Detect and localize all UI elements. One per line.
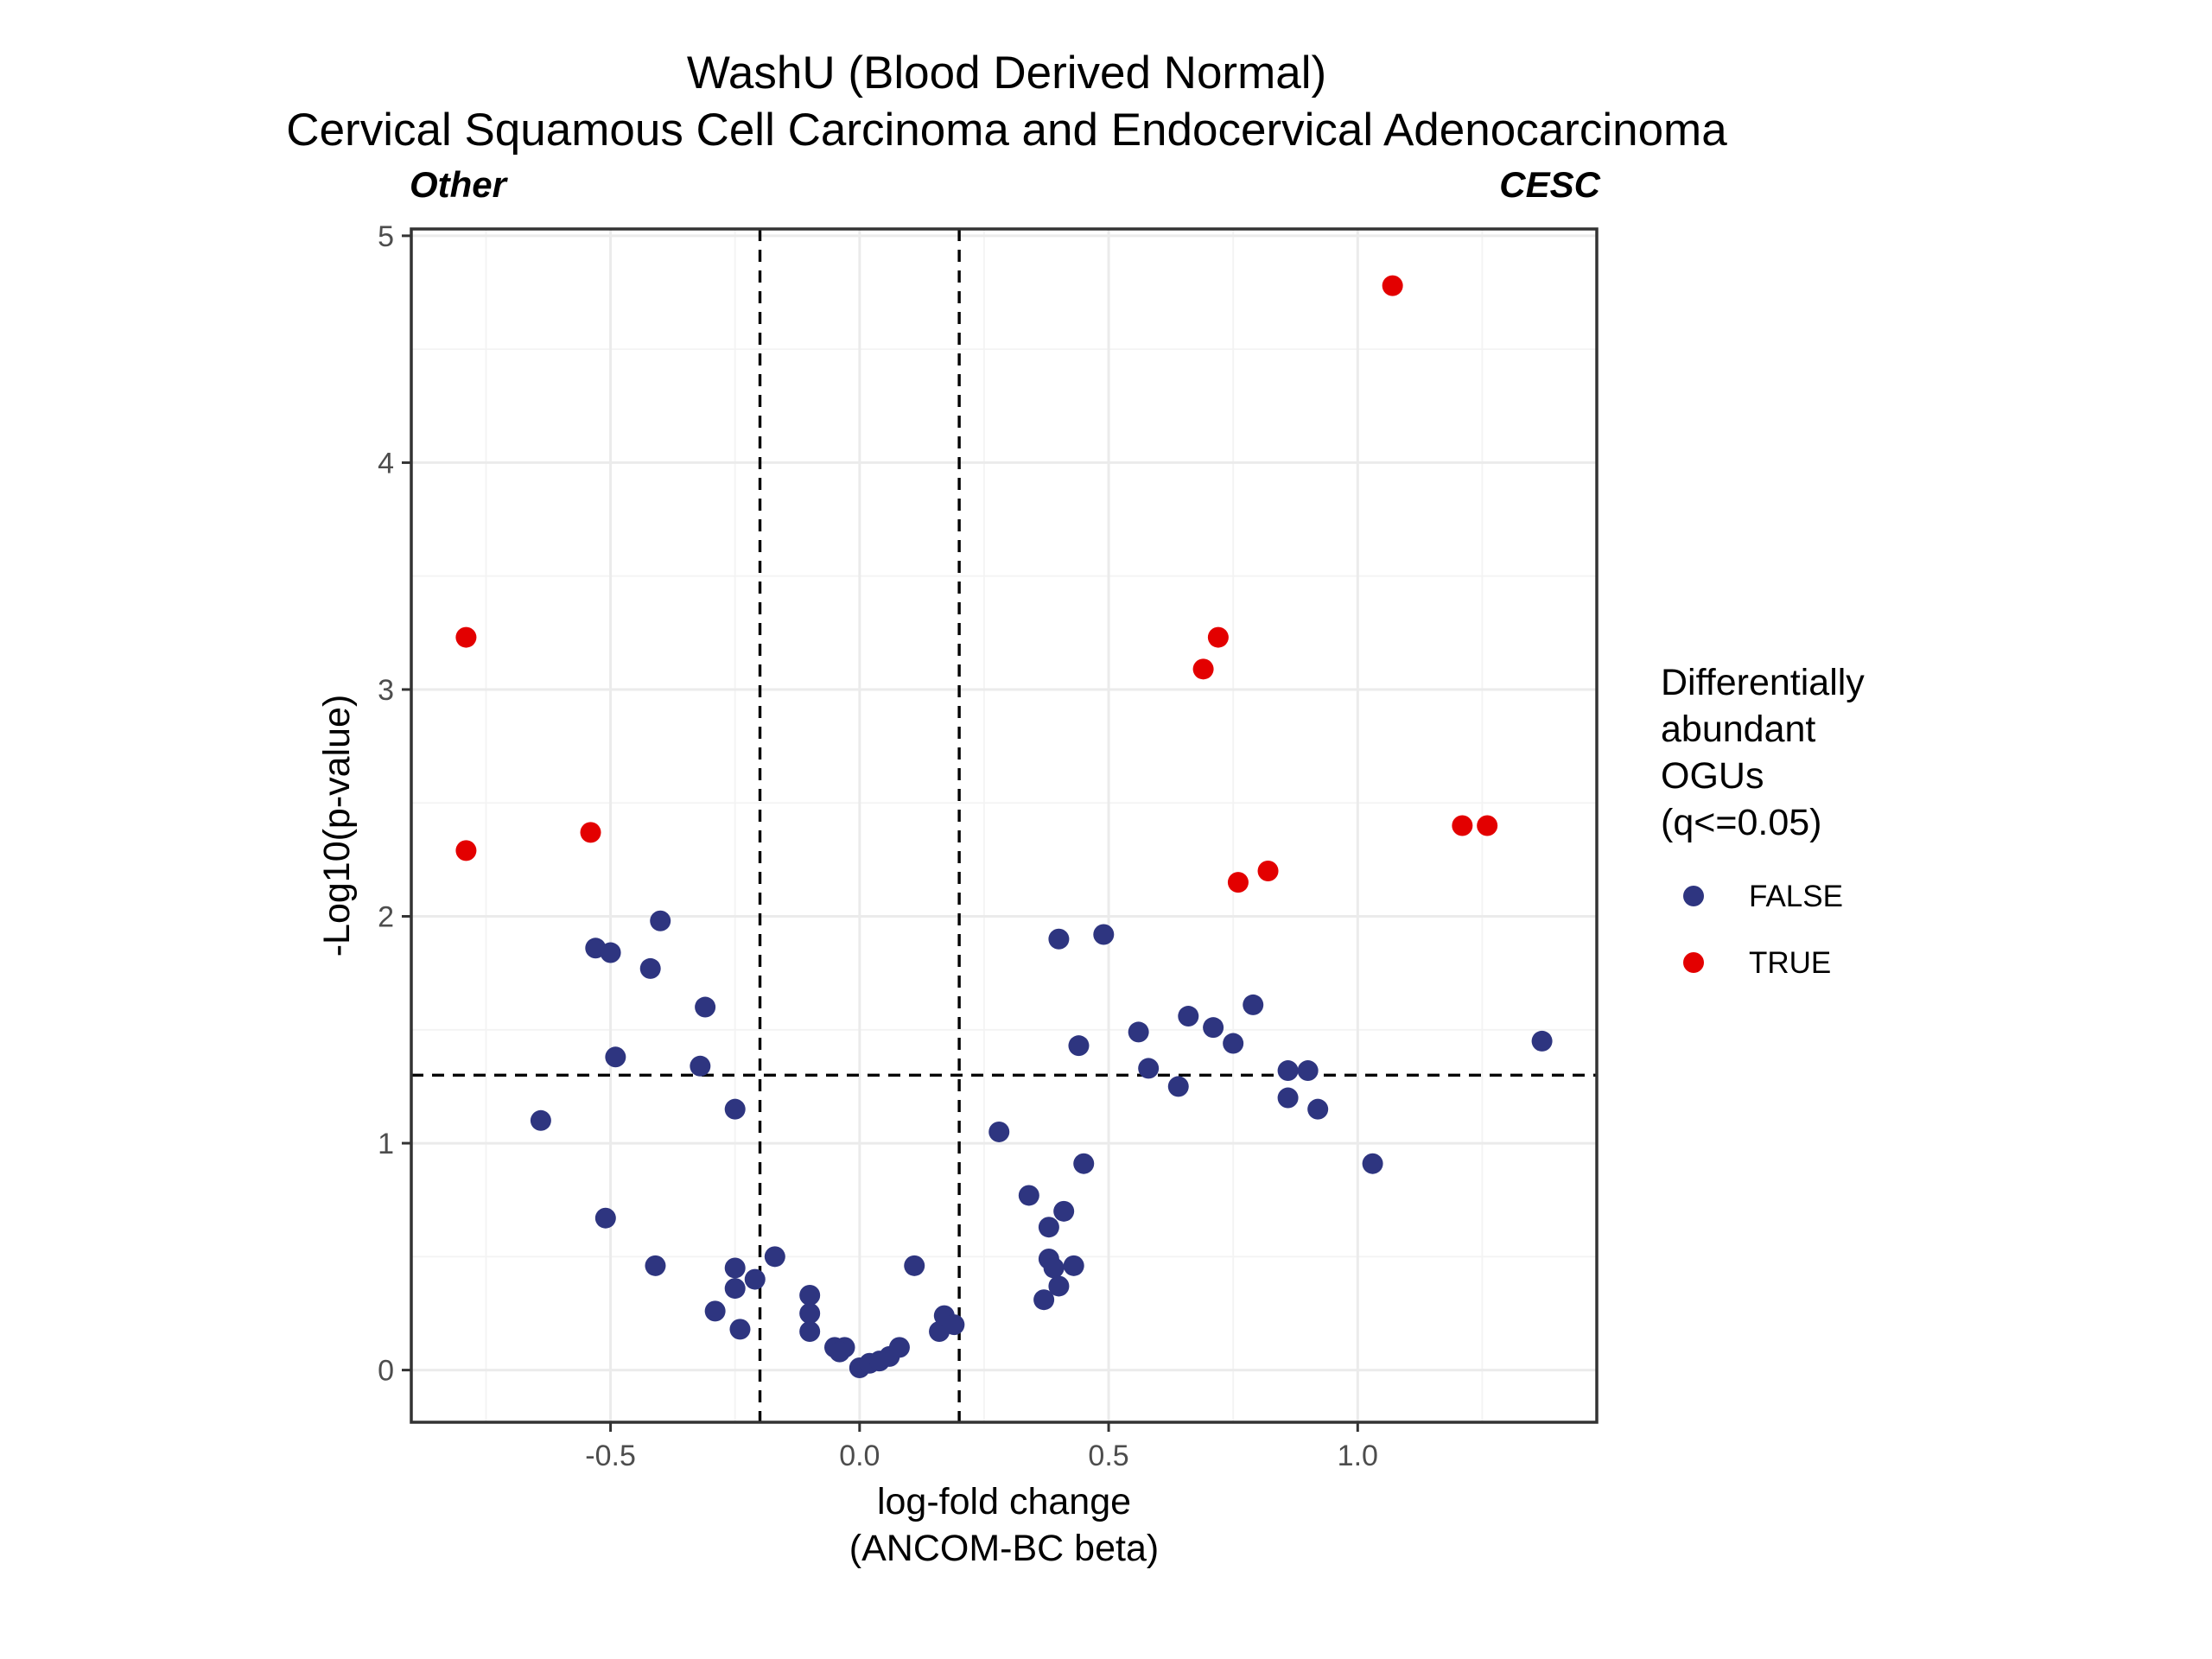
legend-title: Differentially abundant OGUs (q<=0.05): [1661, 662, 1865, 843]
data-point-false: [1531, 1030, 1553, 1052]
x-tick-label: 0.0: [839, 1440, 880, 1472]
data-point-false: [1203, 1017, 1224, 1039]
data-point-false: [645, 1255, 666, 1276]
data-point-false: [650, 910, 671, 931]
axes: -0.5 0.0 0.5 1.0 0 1 2 3 4 5: [378, 220, 1378, 1472]
data-point-false: [1048, 1275, 1070, 1297]
data-point-false: [695, 996, 716, 1018]
data-point-false: [988, 1121, 1010, 1142]
data-point-true: [1257, 861, 1279, 882]
legend-title-line: Differentially: [1661, 662, 1865, 703]
data-point-false: [1167, 1076, 1189, 1097]
data-point-false: [1307, 1098, 1329, 1120]
data-point-false: [639, 957, 661, 979]
data-point-true: [1207, 626, 1229, 648]
y-tick-label: 1: [378, 1128, 394, 1160]
legend-key-false: [1683, 886, 1704, 906]
data-point-false: [1048, 928, 1070, 950]
data-point-false: [829, 1341, 850, 1363]
legend-title-line: OGUs: [1661, 755, 1764, 797]
data-point-false: [1018, 1185, 1039, 1206]
data-point-true: [1382, 275, 1403, 296]
data-point-false: [744, 1268, 766, 1290]
data-point-false: [1053, 1200, 1075, 1222]
annotation-other: Other: [410, 164, 509, 205]
data-point-false: [704, 1300, 726, 1322]
legend-title-line: (q<=0.05): [1661, 802, 1821, 843]
data-point-false: [1277, 1060, 1299, 1082]
data-point-false: [904, 1255, 925, 1276]
data-point-false: [799, 1302, 821, 1324]
data-points: [455, 275, 1553, 1378]
data-point-false: [1138, 1058, 1160, 1079]
legend-label-true: TRUE: [1749, 946, 1831, 980]
data-point-false: [1038, 1217, 1059, 1238]
data-point-false: [729, 1319, 751, 1340]
data-point-false: [799, 1284, 821, 1306]
data-point-false: [690, 1055, 711, 1077]
x-axis-title-line: log-fold change: [877, 1481, 1131, 1522]
y-tick-label: 4: [378, 447, 394, 480]
data-point-false: [600, 942, 621, 963]
reference-lines: [411, 229, 1597, 1422]
data-point-false: [944, 1314, 965, 1336]
legend: Differentially abundant OGUs (q<=0.05) FALSE…: [1661, 662, 1865, 980]
data-point-false: [605, 1046, 626, 1068]
y-tick-label: 5: [378, 220, 394, 253]
data-point-false: [724, 1278, 746, 1300]
data-point-true: [1452, 815, 1473, 836]
grid-lines: [411, 229, 1597, 1422]
data-point-false: [799, 1320, 821, 1342]
legend-title-line: abundant: [1661, 709, 1815, 750]
data-point-false: [888, 1337, 910, 1358]
data-point-false: [1073, 1153, 1095, 1174]
data-point-false: [724, 1098, 746, 1120]
y-axis-title: -Log10(p-value): [316, 695, 358, 957]
data-point-false: [1063, 1255, 1084, 1276]
chart-subtitle: Cervical Squamous Cell Carcinoma and End…: [286, 105, 1727, 156]
data-point-false: [724, 1257, 746, 1279]
chart-title: WashU (Blood Derived Normal): [687, 48, 1326, 99]
data-point-false: [1043, 1257, 1065, 1279]
data-point-false: [1297, 1060, 1319, 1082]
y-tick-label: 0: [378, 1355, 394, 1388]
x-tick-label: -0.5: [585, 1440, 636, 1472]
data-point-false: [1093, 924, 1115, 945]
data-point-false: [1223, 1033, 1244, 1054]
data-point-true: [580, 822, 601, 843]
x-tick-label: 0.5: [1088, 1440, 1128, 1472]
data-point-true: [1477, 815, 1498, 836]
y-tick-label: 2: [378, 901, 394, 934]
data-point-false: [1033, 1289, 1055, 1311]
x-axis-title: log-fold change (ANCOM-BC beta): [849, 1481, 1159, 1569]
annotation-cesc: CESC: [1499, 164, 1600, 205]
data-point-true: [455, 626, 477, 648]
plot-panel-border: [410, 227, 1599, 1424]
data-point-true: [1192, 658, 1214, 680]
x-tick-label: 1.0: [1338, 1440, 1378, 1472]
data-point-false: [1068, 1035, 1090, 1057]
data-point-false: [530, 1109, 551, 1131]
data-point-true: [1227, 872, 1249, 893]
data-point-false: [1128, 1021, 1149, 1043]
x-axis-title-line: (ANCOM-BC beta): [849, 1528, 1159, 1569]
data-point-false: [1243, 994, 1264, 1015]
data-point-false: [594, 1207, 616, 1229]
y-tick-label: 3: [378, 674, 394, 707]
data-point-false: [1277, 1087, 1299, 1109]
legend-label-false: FALSE: [1749, 880, 1843, 913]
data-point-false: [1362, 1153, 1383, 1174]
data-point-true: [455, 840, 477, 861]
data-point-false: [1178, 1006, 1199, 1027]
data-point-false: [764, 1246, 785, 1268]
legend-key-true: [1683, 952, 1704, 973]
